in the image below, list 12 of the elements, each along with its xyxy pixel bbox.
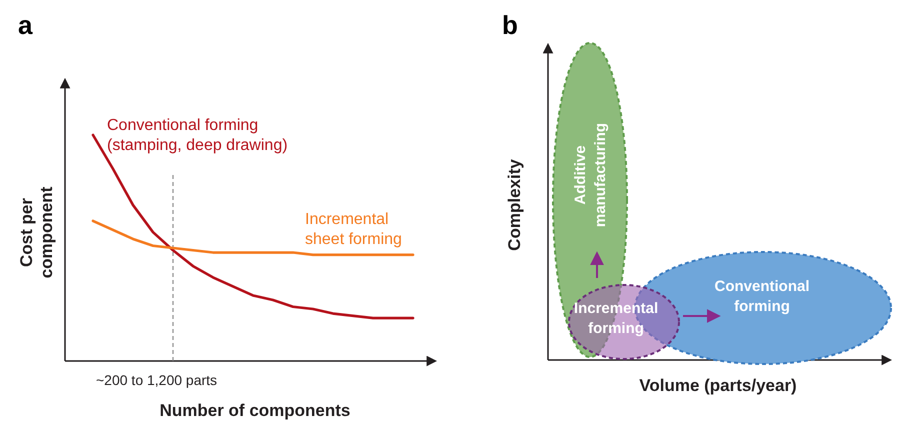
text: Complexity	[505, 158, 524, 251]
text: Additive manufacturing	[572, 122, 609, 228]
y-axis-title: Cost per component	[17, 186, 56, 278]
series-label: Conventional forming (stamping, deep drawing)	[107, 117, 288, 154]
text: Incremental forming	[574, 300, 658, 337]
text: ~200 to 1,200 parts	[96, 372, 218, 388]
text: Conventional forming	[714, 278, 810, 315]
x-axis-title: Number of components	[160, 401, 350, 420]
chart-title: a	[18, 10, 33, 40]
series-label: Incremental sheet forming	[305, 211, 402, 248]
text: b	[502, 10, 518, 40]
text: Volume (parts/year)	[639, 376, 797, 395]
